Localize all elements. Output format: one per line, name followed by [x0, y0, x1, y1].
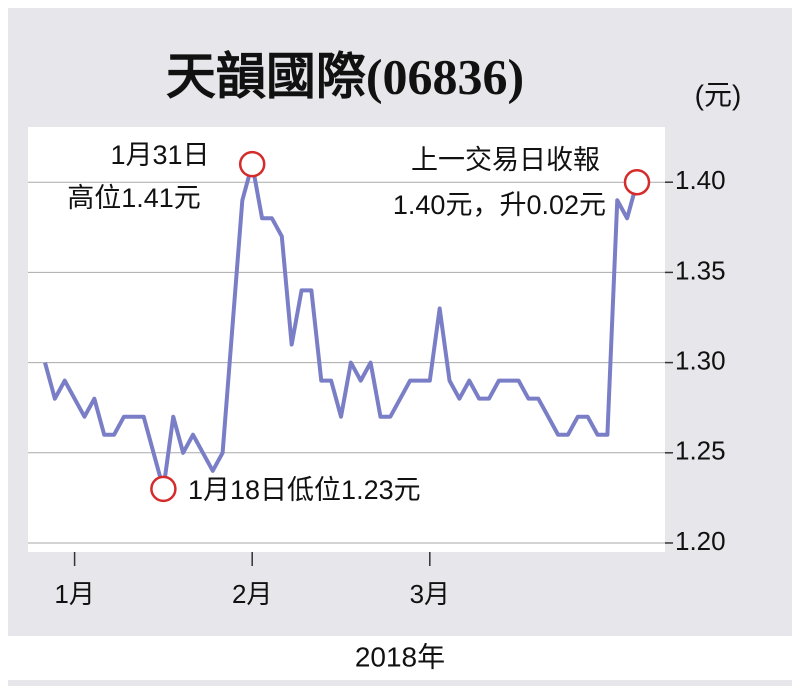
x-tick-label: 1月 — [54, 579, 94, 609]
annotation: 上一交易日收報 — [411, 145, 600, 175]
chart-title: 天韻國際(06836) — [166, 48, 524, 104]
annotation: 1月31日 — [110, 140, 209, 170]
x-label-band — [8, 636, 792, 680]
y-tick-label: 1.25 — [675, 436, 726, 466]
x-axis-label: 2018年 — [355, 641, 445, 672]
annotation: 1.40元，升0.02元 — [393, 190, 606, 220]
line — [43, 162, 639, 491]
annotation: 1月18日低位1.23元 — [188, 475, 421, 505]
plot-area — [28, 127, 665, 552]
y-tick-label: 1.30 — [675, 345, 726, 375]
y-unit: (元) — [695, 79, 742, 110]
annotation: 高位1.41元 — [67, 183, 201, 213]
highlight-marker — [238, 150, 266, 178]
x-tick-label: 2月 — [232, 579, 272, 609]
y-tick-label: 1.20 — [675, 526, 726, 556]
y-tick-label: 1.40 — [675, 165, 726, 195]
highlight-marker — [623, 168, 651, 196]
highlight-marker — [150, 475, 177, 503]
y-tick-label: 1.35 — [675, 255, 726, 285]
x-tick-label: 3月 — [410, 579, 450, 609]
